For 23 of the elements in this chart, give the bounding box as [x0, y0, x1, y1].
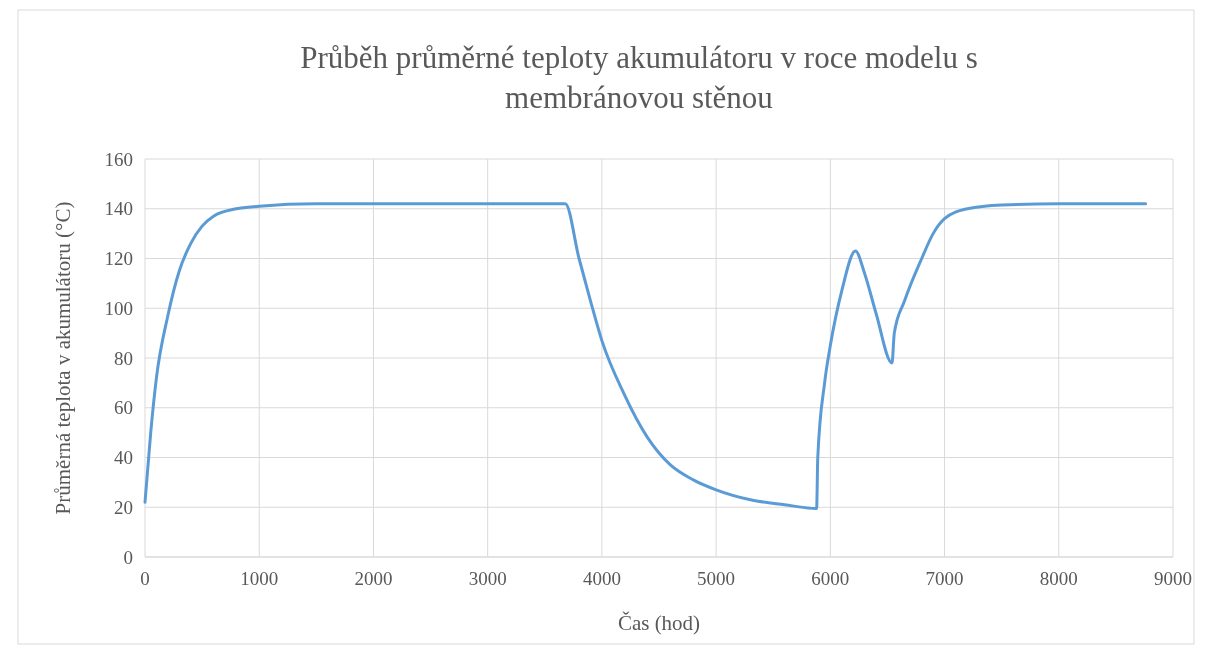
x-tick-label: 2000: [354, 568, 393, 589]
y-tick-label: 40: [114, 447, 133, 469]
line-series: [143, 202, 1148, 510]
x-tick-label: 0: [140, 568, 150, 589]
y-tick-label: 160: [104, 148, 133, 170]
x-tick-label: 1000: [240, 568, 279, 589]
x-axis-title: Čas (hod): [617, 611, 701, 635]
y-tick-label: 100: [104, 297, 133, 319]
x-tick-label: 4000: [582, 568, 621, 589]
x-tick-label: 7000: [925, 568, 964, 589]
y-tick-label: 120: [104, 248, 133, 270]
y-tick-label: 60: [114, 397, 133, 419]
x-tick-label: 5000: [697, 568, 736, 589]
x-tick-label: 9000: [1154, 568, 1192, 589]
x-tick-label: 8000: [1039, 568, 1078, 589]
y-tick-label: 20: [114, 496, 133, 518]
y-axis-title: Průměrná teplota v akumulátoru (°C): [51, 201, 75, 515]
y-tick-label: 80: [114, 347, 133, 369]
y-tick-label: 140: [104, 198, 133, 220]
x-tick-label: 3000: [468, 568, 507, 589]
y-tick-label: 0: [123, 546, 133, 568]
x-tick-label: 6000: [811, 568, 850, 589]
chart-title: Průběh průměrné teploty akumulátoru v roce modelu s membránovou stěnou: [300, 40, 978, 115]
